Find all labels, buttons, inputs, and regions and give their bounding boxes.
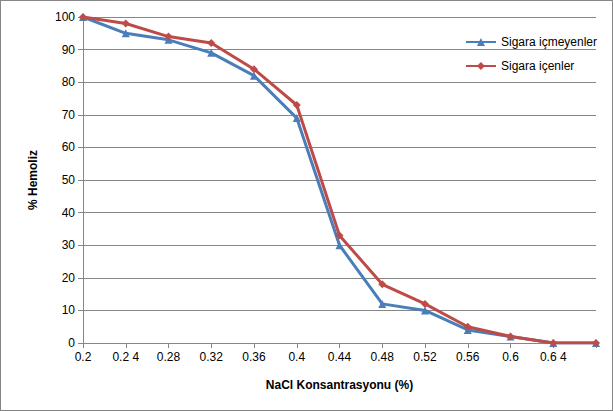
svg-text:80: 80 <box>62 75 76 89</box>
svg-text:0.6 4: 0.6 4 <box>540 350 567 364</box>
svg-text:Sigara içenler: Sigara içenler <box>501 59 574 73</box>
svg-text:0.48: 0.48 <box>371 350 395 364</box>
svg-text:0.52: 0.52 <box>413 350 437 364</box>
svg-text:0.2 4: 0.2 4 <box>112 350 139 364</box>
svg-text:10: 10 <box>62 303 76 317</box>
svg-text:20: 20 <box>62 271 76 285</box>
svg-text:0.44: 0.44 <box>328 350 352 364</box>
svg-text:NaCl Konsantrasyonu (%): NaCl Konsantrasyonu (%) <box>266 378 413 392</box>
svg-text:30: 30 <box>62 238 76 252</box>
svg-text:0.2: 0.2 <box>75 350 92 364</box>
svg-text:0: 0 <box>68 336 75 350</box>
svg-text:% Hemoliz: % Hemoliz <box>26 150 40 210</box>
svg-text:70: 70 <box>62 108 76 122</box>
svg-text:60: 60 <box>62 140 76 154</box>
svg-text:0.28: 0.28 <box>157 350 181 364</box>
svg-text:50: 50 <box>62 173 76 187</box>
svg-text:0.56: 0.56 <box>456 350 480 364</box>
svg-text:Sigara içmeyenler: Sigara içmeyenler <box>501 35 597 49</box>
svg-text:0.32: 0.32 <box>200 350 224 364</box>
svg-text:90: 90 <box>62 43 76 57</box>
svg-text:0.36: 0.36 <box>242 350 266 364</box>
svg-text:0.6: 0.6 <box>502 350 519 364</box>
svg-text:100: 100 <box>55 10 75 24</box>
svg-text:40: 40 <box>62 206 76 220</box>
svg-text:0.4: 0.4 <box>288 350 305 364</box>
